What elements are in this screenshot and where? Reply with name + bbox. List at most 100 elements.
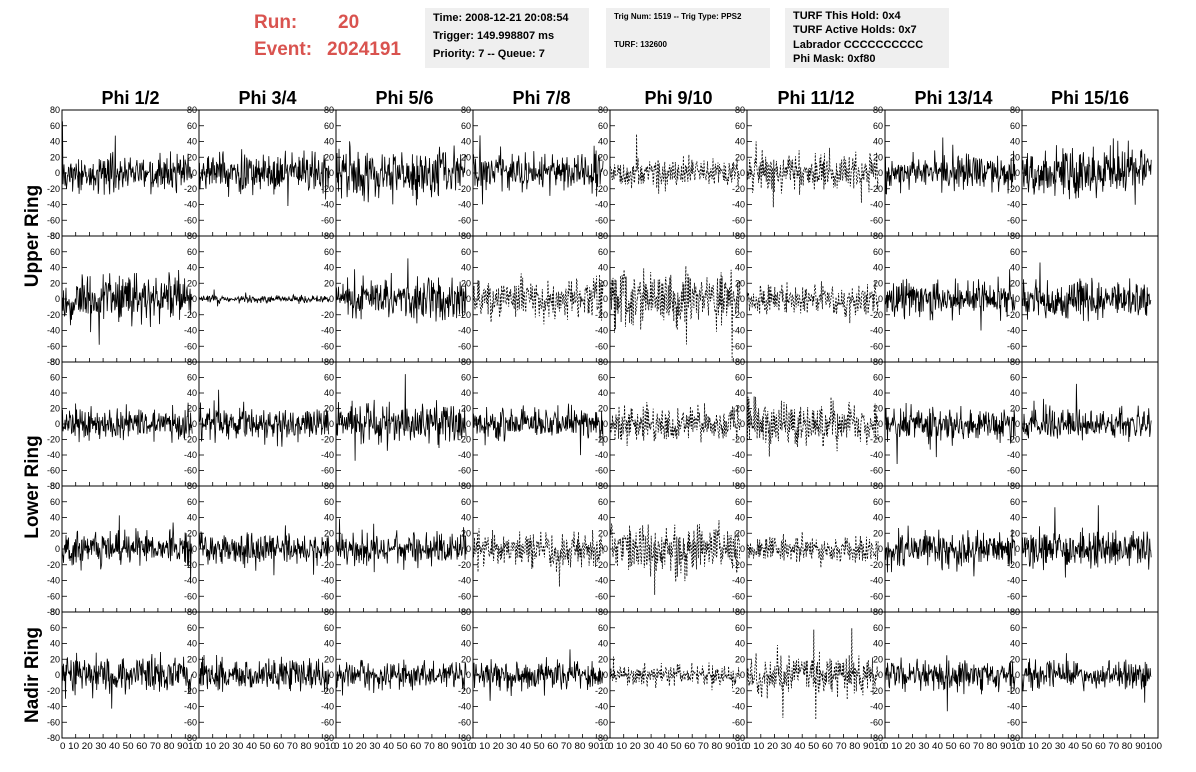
event-value: 2024191: [327, 39, 401, 60]
y-tick-label: 0: [329, 419, 334, 429]
y-tick-label: 40: [1010, 639, 1020, 649]
y-tick-label: -80: [47, 481, 60, 491]
y-tick-label: 40: [50, 388, 60, 398]
y-tick-label: 80: [735, 105, 745, 115]
y-tick-label: 60: [461, 497, 471, 507]
y-tick-label: 60: [873, 623, 883, 633]
y-tick-label: 20: [1010, 654, 1020, 664]
phimask-text: Phi Mask: 0xf80: [793, 53, 876, 65]
y-tick-label: 20: [461, 404, 471, 414]
column-title: Phi 5/6: [375, 88, 433, 108]
y-tick-label: -20: [595, 560, 608, 570]
y-tick-label: -60: [47, 341, 60, 351]
y-tick-label: -40: [458, 702, 471, 712]
y-tick-label: -20: [595, 310, 608, 320]
y-tick-label: 40: [873, 388, 883, 398]
y-tick-label: -20: [47, 560, 60, 570]
y-tick-label: 80: [735, 607, 745, 617]
priority-text: Priority: 7 -- Queue: 7: [433, 48, 545, 60]
waveform-trace: [1021, 653, 1152, 703]
y-tick-label: 60: [873, 373, 883, 383]
column-title: Phi 1/2: [101, 88, 159, 108]
y-tick-label: 0: [466, 544, 471, 554]
y-tick-label: -60: [1007, 215, 1020, 225]
y-tick-label: -40: [870, 326, 883, 336]
labrador-text: Labrador CCCCCCCCCC: [793, 39, 924, 51]
y-tick-label: -40: [47, 702, 60, 712]
waveform-trace: [335, 141, 467, 206]
y-tick-label: 0: [603, 670, 608, 680]
y-tick-label: 0: [192, 168, 197, 178]
y-tick-label: 40: [461, 263, 471, 273]
y-tick-label: 60: [50, 373, 60, 383]
y-tick-label: 60: [461, 373, 471, 383]
y-tick-label: 20: [50, 528, 60, 538]
y-tick-label: 0: [1015, 419, 1020, 429]
y-tick-label: -40: [1007, 702, 1020, 712]
y-tick-label: 80: [461, 481, 471, 491]
waveform-trace: [1021, 383, 1152, 442]
y-tick-label: 20: [735, 528, 745, 538]
y-tick-label: 0: [1015, 168, 1020, 178]
event-line: Event: 2024191: [254, 39, 401, 61]
y-tick-label: 60: [735, 121, 745, 131]
y-tick-label: -60: [1007, 717, 1020, 727]
y-tick-label: 80: [461, 105, 471, 115]
y-tick-label: 60: [598, 121, 608, 131]
y-tick-label: 40: [1010, 513, 1020, 523]
y-tick-label: 20: [50, 278, 60, 288]
y-tick-label: -20: [47, 686, 60, 696]
waveform-panel: 80 60 40 20 0 -20 -40 -60 -800 10 20 30 40 50 60…: [321, 607, 474, 751]
y-tick-label: -40: [1007, 450, 1020, 460]
y-tick-label: 0: [192, 670, 197, 680]
y-tick-label: -60: [732, 341, 745, 351]
x-tick-labels: 0 10 20 30 40 50 60 70 80 9010: [883, 741, 1022, 751]
y-tick-label: -80: [870, 733, 883, 743]
y-tick-label: 0: [466, 419, 471, 429]
waveform-trace: [472, 403, 604, 456]
y-tick-label: -80: [732, 733, 745, 743]
y-tick-label: 60: [873, 121, 883, 131]
turf-text: TURF: 132600: [614, 40, 667, 49]
y-tick-label: -60: [1007, 591, 1020, 601]
y-tick-label: 80: [873, 231, 883, 241]
x-tick-labels: 0 10 20 30 40 50 60 70 80 90100: [1020, 741, 1162, 751]
y-tick-label: -20: [321, 435, 334, 445]
y-tick-label: 20: [873, 152, 883, 162]
y-tick-label: 20: [324, 654, 334, 664]
panel-frame: [609, 485, 748, 613]
waveform-trace: [61, 121, 193, 195]
y-tick-label: -60: [184, 341, 197, 351]
run-event-box: Run: 20 Event: 2024191: [248, 10, 418, 66]
y-tick-label: -20: [595, 686, 608, 696]
y-tick-label: 40: [873, 639, 883, 649]
y-tick-label: 0: [55, 419, 60, 429]
y-tick-label: 0: [740, 670, 745, 680]
y-tick-label: 0: [740, 544, 745, 554]
y-tick-label: -60: [870, 215, 883, 225]
y-tick-label: 20: [735, 152, 745, 162]
y-tick-label: 0: [55, 168, 60, 178]
y-tick-label: -40: [732, 450, 745, 460]
waveform-trace: [884, 137, 1016, 195]
y-tick-label: 20: [735, 404, 745, 414]
row-group-label: Nadir Ring: [22, 627, 43, 723]
y-tick-label: -40: [732, 576, 745, 586]
y-tick-label: 40: [735, 388, 745, 398]
y-tick-label: -40: [321, 200, 334, 210]
y-tick-label: -20: [595, 435, 608, 445]
y-tick-label: 20: [598, 278, 608, 288]
y-tick-label: 0: [878, 419, 883, 429]
